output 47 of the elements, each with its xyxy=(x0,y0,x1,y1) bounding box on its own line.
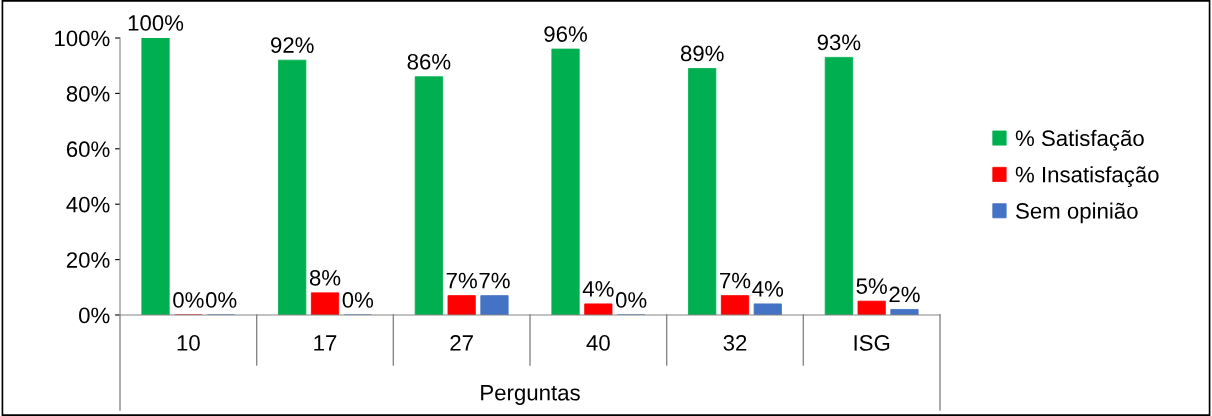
x-tick-label: ISG xyxy=(854,335,890,351)
y-tick-label: 60% xyxy=(66,141,110,158)
data-label: 8% xyxy=(309,269,341,286)
data-label: 92% xyxy=(271,37,314,53)
x-axis-title: Perguntas xyxy=(481,385,580,405)
data-label: 0% xyxy=(342,292,374,308)
x-tick-label: 17 xyxy=(314,335,337,351)
legend-label: % Insatisfação xyxy=(1015,166,1159,187)
bar xyxy=(753,303,782,315)
bar xyxy=(480,295,509,315)
data-label: 93% xyxy=(817,34,861,51)
bar xyxy=(720,295,750,315)
legend-label: % Satisfação xyxy=(1015,129,1144,151)
data-label: 7% xyxy=(446,272,477,289)
data-label: 86% xyxy=(407,53,451,70)
data-label: 7% xyxy=(479,272,510,289)
bar xyxy=(278,59,307,315)
data-label: 7% xyxy=(720,272,751,289)
data-label: 0% xyxy=(173,292,204,308)
y-tick-label: 40% xyxy=(66,196,110,213)
bar xyxy=(688,68,717,315)
bar xyxy=(857,300,886,315)
x-tick-label: 10 xyxy=(177,335,200,351)
bar xyxy=(141,38,170,315)
y-tick-label: 100% xyxy=(55,30,110,47)
data-label: 4% xyxy=(752,281,784,297)
bar xyxy=(584,303,613,315)
data-label: 0% xyxy=(205,292,237,308)
y-tick-label: 20% xyxy=(66,252,110,268)
bar xyxy=(551,48,580,315)
bar xyxy=(414,76,443,315)
data-label: 2% xyxy=(889,286,920,303)
x-tick-label: 40 xyxy=(586,335,610,351)
bar xyxy=(310,292,340,315)
data-label: 96% xyxy=(544,26,587,42)
y-tick-label: 0% xyxy=(79,307,110,324)
data-label: 0% xyxy=(615,292,647,308)
data-label: 100% xyxy=(128,15,184,31)
data-label: 89% xyxy=(680,45,724,62)
y-tick-label: 80% xyxy=(66,85,110,102)
bar xyxy=(824,56,853,315)
x-tick-label: 32 xyxy=(723,335,747,351)
legend-label: Sem opinião xyxy=(1016,202,1138,224)
data-label: 4% xyxy=(582,281,614,297)
data-label: 5% xyxy=(856,278,887,294)
x-tick-label: 27 xyxy=(450,335,473,351)
bar xyxy=(447,295,476,315)
